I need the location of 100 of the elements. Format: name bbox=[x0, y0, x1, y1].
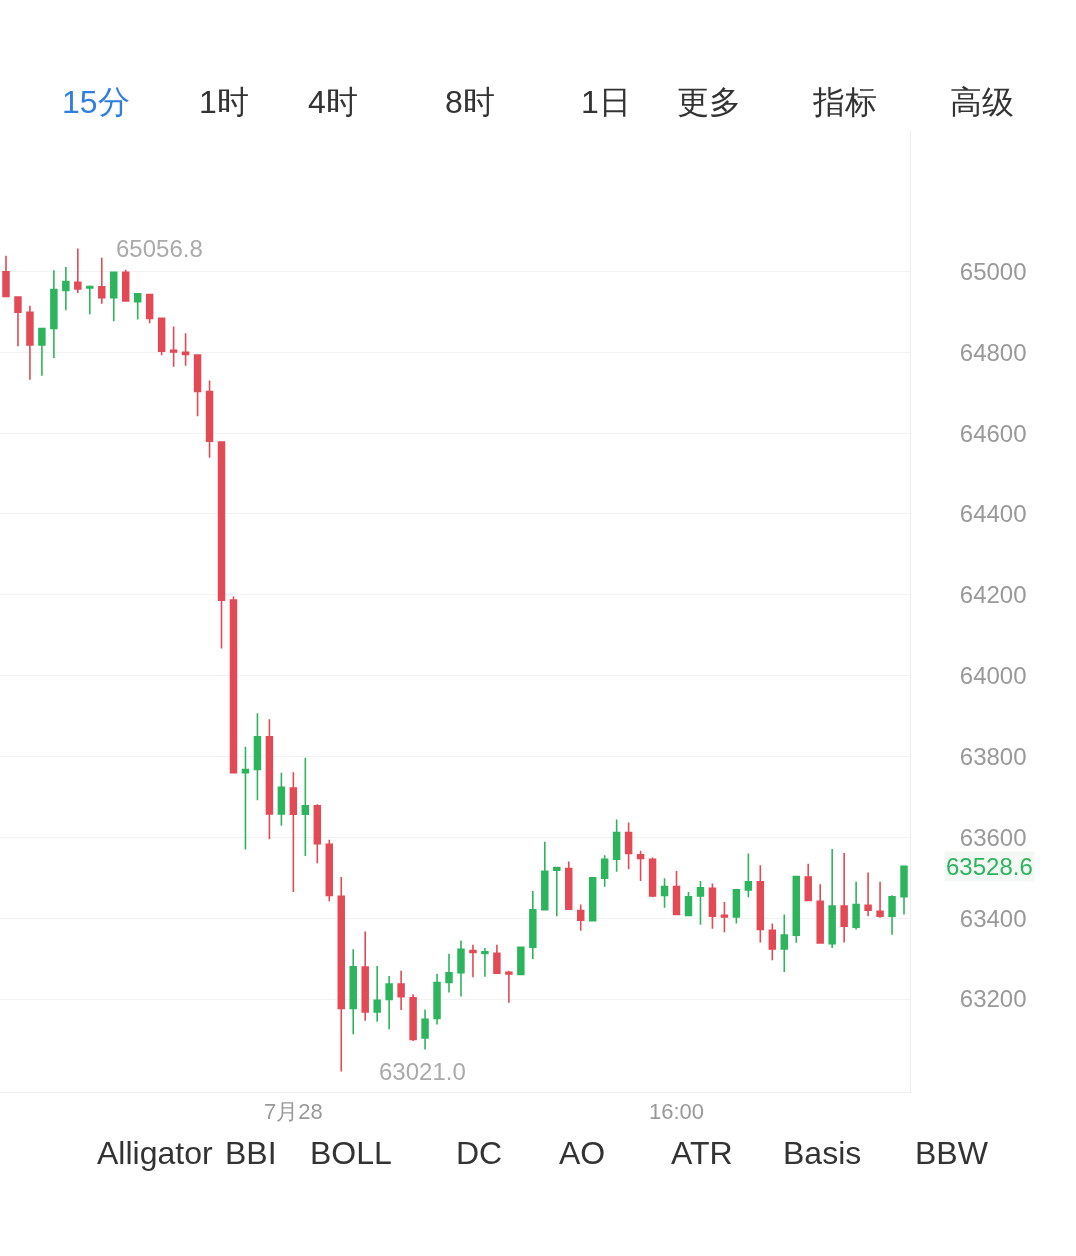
candlestick bbox=[481, 947, 489, 978]
candlestick bbox=[636, 849, 645, 882]
candlestick bbox=[301, 756, 310, 857]
candlestick bbox=[600, 854, 609, 888]
candlestick bbox=[672, 870, 681, 916]
candlestick bbox=[780, 913, 789, 973]
candlestick bbox=[217, 441, 226, 650]
candlestick bbox=[361, 930, 369, 1022]
candlestick bbox=[2, 254, 10, 298]
candlestick bbox=[313, 803, 322, 865]
text: Alligator bbox=[97, 1135, 213, 1171]
candlestick bbox=[864, 871, 872, 917]
candlestick bbox=[193, 354, 202, 417]
candlestick bbox=[624, 821, 633, 871]
annotation: 63021.0 bbox=[379, 1058, 466, 1085]
candlestick bbox=[385, 975, 393, 1031]
candlestick bbox=[349, 948, 357, 1035]
candlestick bbox=[744, 852, 753, 898]
candlestick bbox=[517, 945, 525, 976]
y-tick-label: 64200 bbox=[959, 581, 1027, 609]
y-tick-label: 63200 bbox=[959, 985, 1027, 1013]
candlestick bbox=[804, 862, 812, 902]
candlestick bbox=[409, 993, 417, 1042]
candlestick bbox=[397, 969, 405, 1011]
candlestick bbox=[732, 888, 741, 925]
candlestick bbox=[588, 876, 597, 922]
candlestick bbox=[816, 883, 824, 944]
text: 1时 bbox=[199, 84, 249, 120]
y-tick-label: 63800 bbox=[959, 742, 1027, 770]
candlestick bbox=[660, 877, 669, 909]
text: 高级 bbox=[950, 84, 1014, 120]
text: 指标 bbox=[812, 84, 877, 120]
candlestick bbox=[265, 718, 274, 841]
text: 1日 bbox=[581, 84, 631, 120]
text: BBI bbox=[225, 1135, 277, 1171]
candlestick bbox=[26, 305, 34, 381]
y-tick-label: 64400 bbox=[959, 500, 1027, 528]
candlestick bbox=[445, 952, 453, 994]
candlestick bbox=[98, 256, 106, 305]
candlestick bbox=[337, 876, 345, 1073]
candlestick bbox=[876, 881, 884, 919]
candlestick bbox=[696, 880, 705, 926]
candlestick bbox=[145, 293, 154, 325]
candlestick bbox=[828, 848, 836, 949]
y-tick-label: 64800 bbox=[959, 338, 1027, 366]
annotation: 65056.8 bbox=[116, 235, 203, 262]
candlestick bbox=[325, 838, 334, 903]
candlestick bbox=[169, 325, 178, 368]
text: 更多 bbox=[677, 84, 741, 120]
candlestick bbox=[493, 944, 501, 974]
candlestick bbox=[110, 271, 118, 322]
text: 15分 bbox=[62, 84, 130, 120]
text: BOLL bbox=[310, 1135, 392, 1171]
text: DC bbox=[456, 1135, 503, 1171]
candlestick bbox=[253, 712, 262, 801]
candlestick bbox=[888, 894, 896, 936]
candlestick bbox=[241, 746, 250, 851]
candlestick bbox=[121, 269, 130, 302]
y-tick-label: 64000 bbox=[959, 662, 1027, 690]
candlestick bbox=[708, 882, 717, 930]
candlestick bbox=[529, 890, 537, 960]
y-tick-label: 63600 bbox=[959, 823, 1027, 851]
candlestick bbox=[62, 266, 70, 312]
candlestick bbox=[289, 771, 298, 893]
candlestick bbox=[421, 1008, 429, 1051]
candlestick bbox=[205, 379, 214, 459]
candlestick bbox=[373, 965, 381, 1023]
candlestick bbox=[38, 327, 46, 377]
candlestick bbox=[181, 332, 190, 367]
candlestick bbox=[576, 903, 585, 932]
candlestick bbox=[648, 856, 657, 898]
candlestick bbox=[469, 944, 477, 979]
candlestick bbox=[792, 875, 800, 944]
candlestick bbox=[74, 247, 82, 294]
text: AO bbox=[559, 1135, 606, 1171]
candlestick bbox=[133, 292, 142, 321]
candlestick bbox=[541, 841, 549, 911]
candlestick bbox=[50, 269, 58, 359]
text: Basis bbox=[783, 1135, 862, 1171]
text: 8时 bbox=[445, 84, 495, 120]
candlestick bbox=[14, 296, 22, 348]
candlestick bbox=[433, 973, 441, 1026]
candlestick bbox=[505, 969, 513, 1004]
candlestick bbox=[900, 864, 908, 916]
candlestick bbox=[86, 284, 94, 316]
candlestick bbox=[229, 595, 238, 774]
text: ATR bbox=[671, 1135, 733, 1171]
candlestick bbox=[720, 901, 729, 934]
y-tick-label: 63400 bbox=[959, 904, 1027, 932]
candlestick bbox=[565, 860, 573, 911]
candlestick bbox=[840, 852, 848, 944]
y-tick-label: 64600 bbox=[959, 419, 1027, 447]
candlestick bbox=[457, 939, 465, 998]
text: 63528.6 bbox=[946, 853, 1033, 880]
candlestick bbox=[157, 317, 166, 356]
candlestick bbox=[612, 818, 621, 873]
candlestick bbox=[553, 866, 561, 917]
text: BBW bbox=[915, 1135, 989, 1171]
x-tick-label: 7月28 bbox=[264, 1099, 323, 1125]
text: 4时 bbox=[308, 84, 358, 120]
